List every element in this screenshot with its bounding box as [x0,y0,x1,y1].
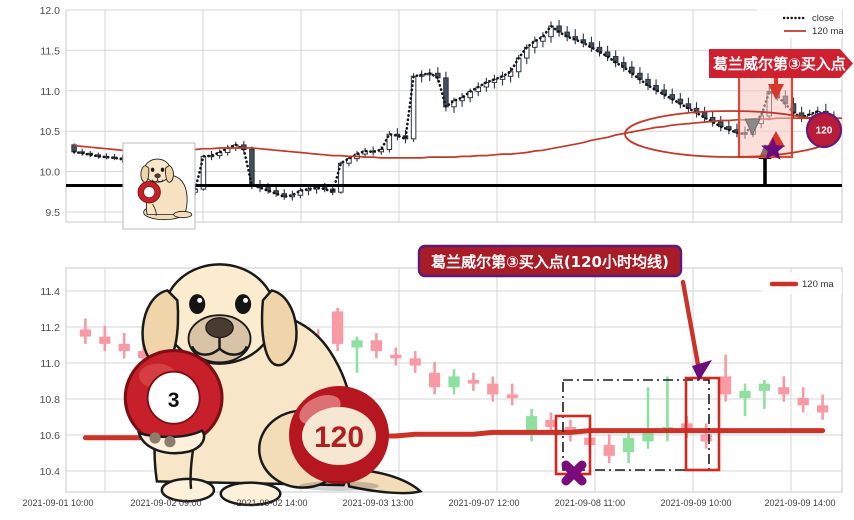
upper-ytick-4: 11.5 [40,45,60,57]
lower-chart-panel: 11.4 11.2 11.0 10.8 10.6 10.4 [22,244,843,508]
lower-xtick-4: 2021-09-07 12:00 [448,498,519,508]
upper-ytick-5: 12.0 [40,5,61,17]
upper-banner-label: 葛兰威尔第③买入点 [712,55,846,73]
lower-xtick-6: 2021-09-09 10:00 [660,498,731,508]
upper-dog-inset-image: 3 [122,142,196,230]
lower-ytick-0: 10.4 [40,466,61,478]
legend-label-120ma: 120 ma [812,26,844,37]
upper-legend: close 120 ma [757,8,844,38]
upper-ytick-2: 10.5 [40,126,61,138]
lower-signal-box-right [684,376,721,472]
lower-ytick-3: 11.0 [40,358,60,370]
lower-xtick-1: 2021-09-02 09:00 [130,498,201,508]
lower-legend-item-120ma: 120 ma [769,279,834,290]
lower-ball-120-overlay-image: 120 [289,386,389,491]
upper-purple-star-icon [761,137,785,160]
svg-text:3: 3 [149,193,150,195]
svg-text:3: 3 [168,389,180,412]
lower-x-axis: 2021-09-01 10:00 2021-09-02 09:00 2021-0… [22,498,835,508]
lower-ytick-1: 10.6 [40,430,61,442]
upper-ytick-1: 10.0 [40,167,61,179]
upper-y-axis: 12.0 11.5 11.0 10.5 10.0 9.5 [40,5,61,219]
lower-legend: 120 ma [762,272,842,294]
legend-item-close: close [782,13,834,24]
lower-dashdot-rect [562,379,710,471]
upper-banner-annotation: 葛兰威尔第③买入点 [709,49,853,78]
lower-xtick-3: 2021-09-03 13:00 [342,498,413,508]
upper-120-badge: 120 [805,111,843,149]
lower-ytick-5: 11.4 [40,286,60,298]
upper-120-badge-label: 120 [816,126,833,137]
upper-ma-line [74,117,842,159]
lower-title-label: 葛兰威尔第③买入点(120小时均线) [430,253,669,271]
lower-xtick-0: 2021-09-01 10:00 [22,498,93,508]
upper-chart-panel: 12.0 11.5 11.0 10.5 10.0 9.5 [40,5,853,230]
upper-ytick-3: 11.0 [40,86,60,98]
upper-ytick-0: 9.5 [45,207,60,219]
lower-xtick-5: 2021-09-08 11:00 [555,498,625,508]
upper-close-line [72,24,836,200]
lower-title-arrow-icon [680,279,712,381]
lower-xtick-7: 2021-09-09 14:00 [764,498,835,508]
lower-legend-label-120ma: 120 ma [802,279,834,290]
legend-label-close: close [812,13,834,24]
lower-ytick-2: 10.8 [40,394,61,406]
lower-y-axis: 11.4 11.2 11.0 10.8 10.6 10.4 [40,286,61,478]
lower-dog-overlay-image: 3 [123,263,423,507]
lower-title-box: 葛兰威尔第③买入点(120小时均线) [417,244,683,278]
legend-item-120ma: 120 ma [784,26,844,37]
lower-x-mark-icon [561,460,587,486]
lower-xtick-2: 2021-09-02 14:00 [236,498,307,508]
lower-ball-120-label: 120 [314,421,364,454]
lower-ytick-4: 11.2 [40,322,60,334]
upper-gray-triangle-icon [744,118,761,136]
